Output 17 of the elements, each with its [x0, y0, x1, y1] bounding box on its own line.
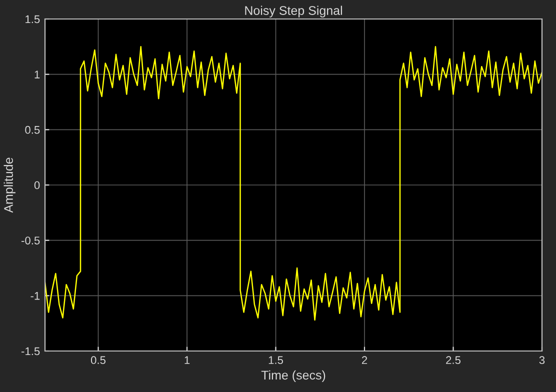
- x-tick-label: 0.5: [90, 356, 106, 364]
- x-tick-label: 1.5: [268, 356, 284, 364]
- y-tick-label: 1: [34, 70, 40, 78]
- x-axis-title: Time (secs): [261, 370, 326, 382]
- x-tick-label: 2: [362, 356, 368, 364]
- line-series: [45, 46, 542, 321]
- y-tick-label: 0: [34, 181, 40, 190]
- x-tick-label: 2.5: [446, 356, 461, 364]
- y-tick-label: 0.5: [25, 126, 40, 134]
- y-tick-label: -1: [30, 292, 40, 300]
- y-tick-label: -1.5: [21, 347, 40, 356]
- chart-title: Noisy Step Signal: [245, 6, 342, 18]
- y-tick-label: -0.5: [21, 236, 40, 244]
- x-tick-label: 1: [184, 356, 190, 364]
- y-tick-label: 1.5: [26, 15, 40, 24]
- y-axis-title: Amplitude: [4, 158, 16, 213]
- x-tick-label: 3: [539, 356, 545, 364]
